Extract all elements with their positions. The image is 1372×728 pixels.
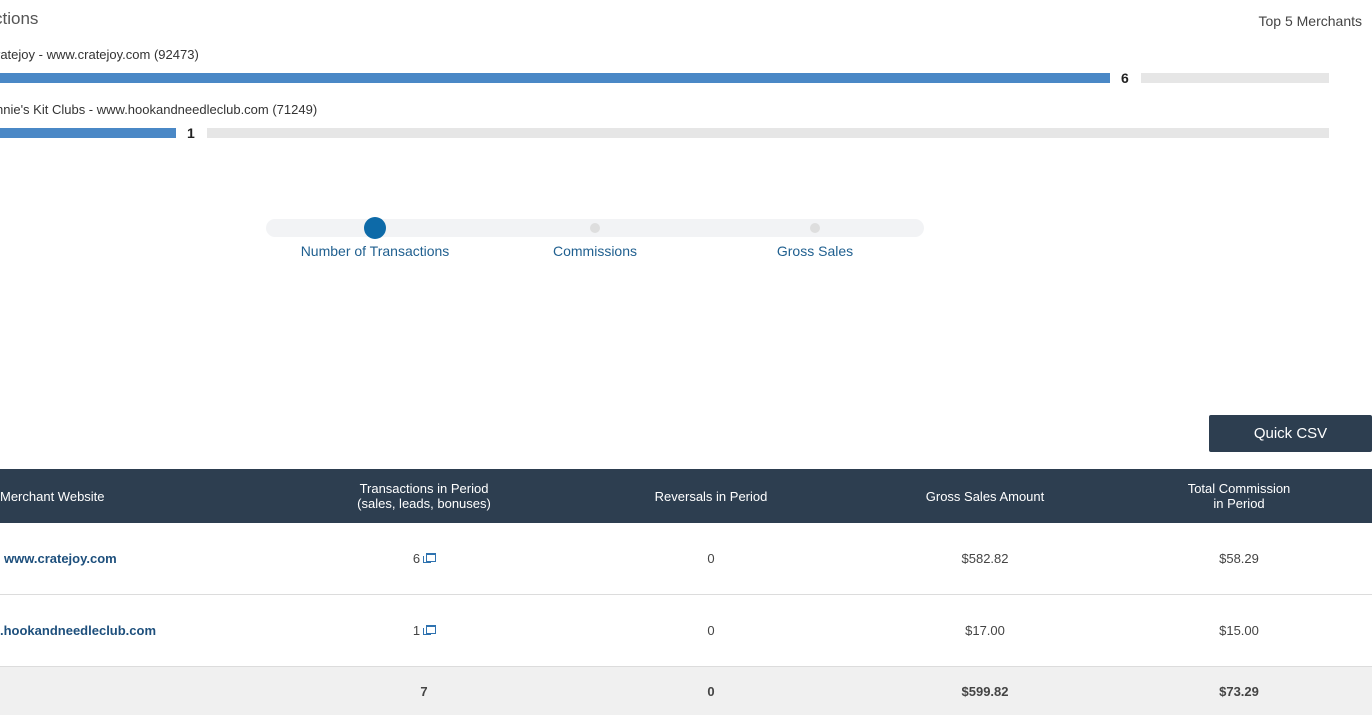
cell-gross-sales: $582.82 [961, 551, 1009, 566]
total-transactions: 7 [420, 683, 428, 699]
header-gross-sales[interactable]: Gross Sales Amount [925, 488, 1045, 504]
header-transactions[interactable]: Transactions in Period (sales, leads, bo… [357, 481, 491, 511]
merchant-bar-value: 1 [187, 125, 195, 141]
cell-commission: $58.29 [1219, 551, 1259, 566]
merchant-bar-fill [0, 128, 176, 138]
merchant-bar-track [207, 128, 1329, 138]
merchant-bar-track [1141, 73, 1329, 83]
cell-transactions: 1 [290, 623, 558, 638]
table-row: www.cratejoy.com 6 0 $582.82 $58.29 [0, 523, 1372, 595]
merchant-bar-value: 6 [1121, 70, 1129, 86]
slider-label-commissions[interactable]: Commissions [552, 243, 638, 259]
table-header: Merchant Website Transactions in Period … [0, 469, 1372, 523]
popout-icon[interactable] [423, 553, 437, 564]
header-commission[interactable]: Total Commission in Period [1187, 481, 1291, 511]
header-reversals[interactable]: Reversals in Period [654, 488, 768, 504]
slider-stop-gross-sales[interactable] [810, 223, 820, 233]
quick-csv-button[interactable]: Quick CSV [1209, 415, 1372, 452]
merchant-bar-label: nnie's Kit Clubs - www.hookandneedleclub… [0, 102, 318, 117]
table-totals-row: 7 0 $599.82 $73.29 [0, 667, 1372, 715]
merchant-table: Merchant Website Transactions in Period … [0, 469, 1372, 715]
slider-label-gross-sales[interactable]: Gross Sales [776, 243, 854, 259]
total-gross-sales: $599.82 [961, 683, 1009, 699]
slider-label-transactions[interactable]: Number of Transactions [300, 243, 450, 259]
merchant-website-link[interactable]: www.cratejoy.com [4, 551, 117, 566]
transactions-count: 1 [412, 623, 421, 638]
cell-transactions: 6 [290, 551, 558, 566]
cell-reversals: 0 [707, 623, 715, 638]
total-reversals: 0 [707, 683, 715, 699]
merchant-website-link[interactable]: .hookandneedleclub.com [0, 623, 157, 638]
cell-reversals: 0 [707, 551, 715, 566]
section-title: ctions [0, 9, 39, 28]
merchant-bar-label: ratejoy - www.cratejoy.com (92473) [0, 47, 199, 62]
slider-stop-transactions[interactable] [364, 217, 386, 239]
cell-website: www.cratejoy.com [0, 551, 290, 566]
cell-commission: $15.00 [1219, 623, 1259, 638]
total-commission: $73.29 [1219, 683, 1259, 699]
transactions-count: 6 [412, 551, 421, 566]
popout-icon[interactable] [423, 625, 437, 636]
header-merchant-website[interactable]: Merchant Website [0, 488, 105, 504]
table-row: .hookandneedleclub.com 1 0 $17.00 $15.00 [0, 595, 1372, 667]
slider-stop-commissions[interactable] [590, 223, 600, 233]
cell-gross-sales: $17.00 [965, 623, 1005, 638]
cell-website: .hookandneedleclub.com [0, 623, 290, 638]
merchant-bar-fill [0, 73, 1110, 83]
top-merchants-label[interactable]: Top 5 Merchants [1258, 13, 1363, 29]
